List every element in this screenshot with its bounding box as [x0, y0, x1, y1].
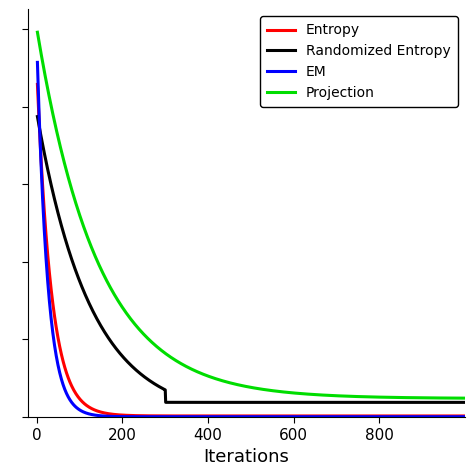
EM	[207, 414, 213, 419]
EM	[462, 414, 467, 419]
X-axis label: Iterations: Iterations	[203, 448, 290, 466]
Entropy	[462, 413, 467, 419]
Entropy	[207, 413, 213, 419]
EM	[223, 414, 228, 419]
Line: EM: EM	[37, 63, 465, 417]
EM	[461, 414, 467, 419]
Randomized Entropy	[78, 282, 84, 288]
Entropy	[328, 413, 334, 419]
EM	[375, 414, 381, 419]
Entropy	[78, 398, 84, 403]
Projection	[207, 374, 213, 380]
Projection	[375, 394, 381, 400]
Randomized Entropy	[368, 400, 374, 405]
Entropy	[223, 413, 228, 419]
Entropy	[368, 413, 374, 419]
Projection	[35, 29, 40, 35]
Projection	[328, 392, 334, 398]
EM	[78, 408, 84, 414]
Randomized Entropy	[223, 400, 228, 405]
EM	[328, 414, 334, 419]
Randomized Entropy	[207, 400, 213, 405]
Legend: Entropy, Randomized Entropy, EM, Projection: Entropy, Randomized Entropy, EM, Project…	[260, 17, 457, 107]
Line: Projection: Projection	[37, 32, 465, 398]
Entropy	[35, 82, 40, 87]
Randomized Entropy	[35, 114, 40, 119]
EM	[35, 60, 40, 65]
Entropy	[375, 413, 381, 419]
Projection	[368, 394, 374, 400]
Line: Entropy: Entropy	[37, 84, 465, 416]
Randomized Entropy	[328, 400, 334, 405]
Randomized Entropy	[375, 400, 381, 405]
Projection	[78, 216, 84, 222]
Randomized Entropy	[462, 400, 467, 405]
Line: Randomized Entropy: Randomized Entropy	[37, 117, 465, 402]
Projection	[223, 379, 228, 384]
Projection	[462, 395, 467, 401]
EM	[368, 414, 374, 419]
